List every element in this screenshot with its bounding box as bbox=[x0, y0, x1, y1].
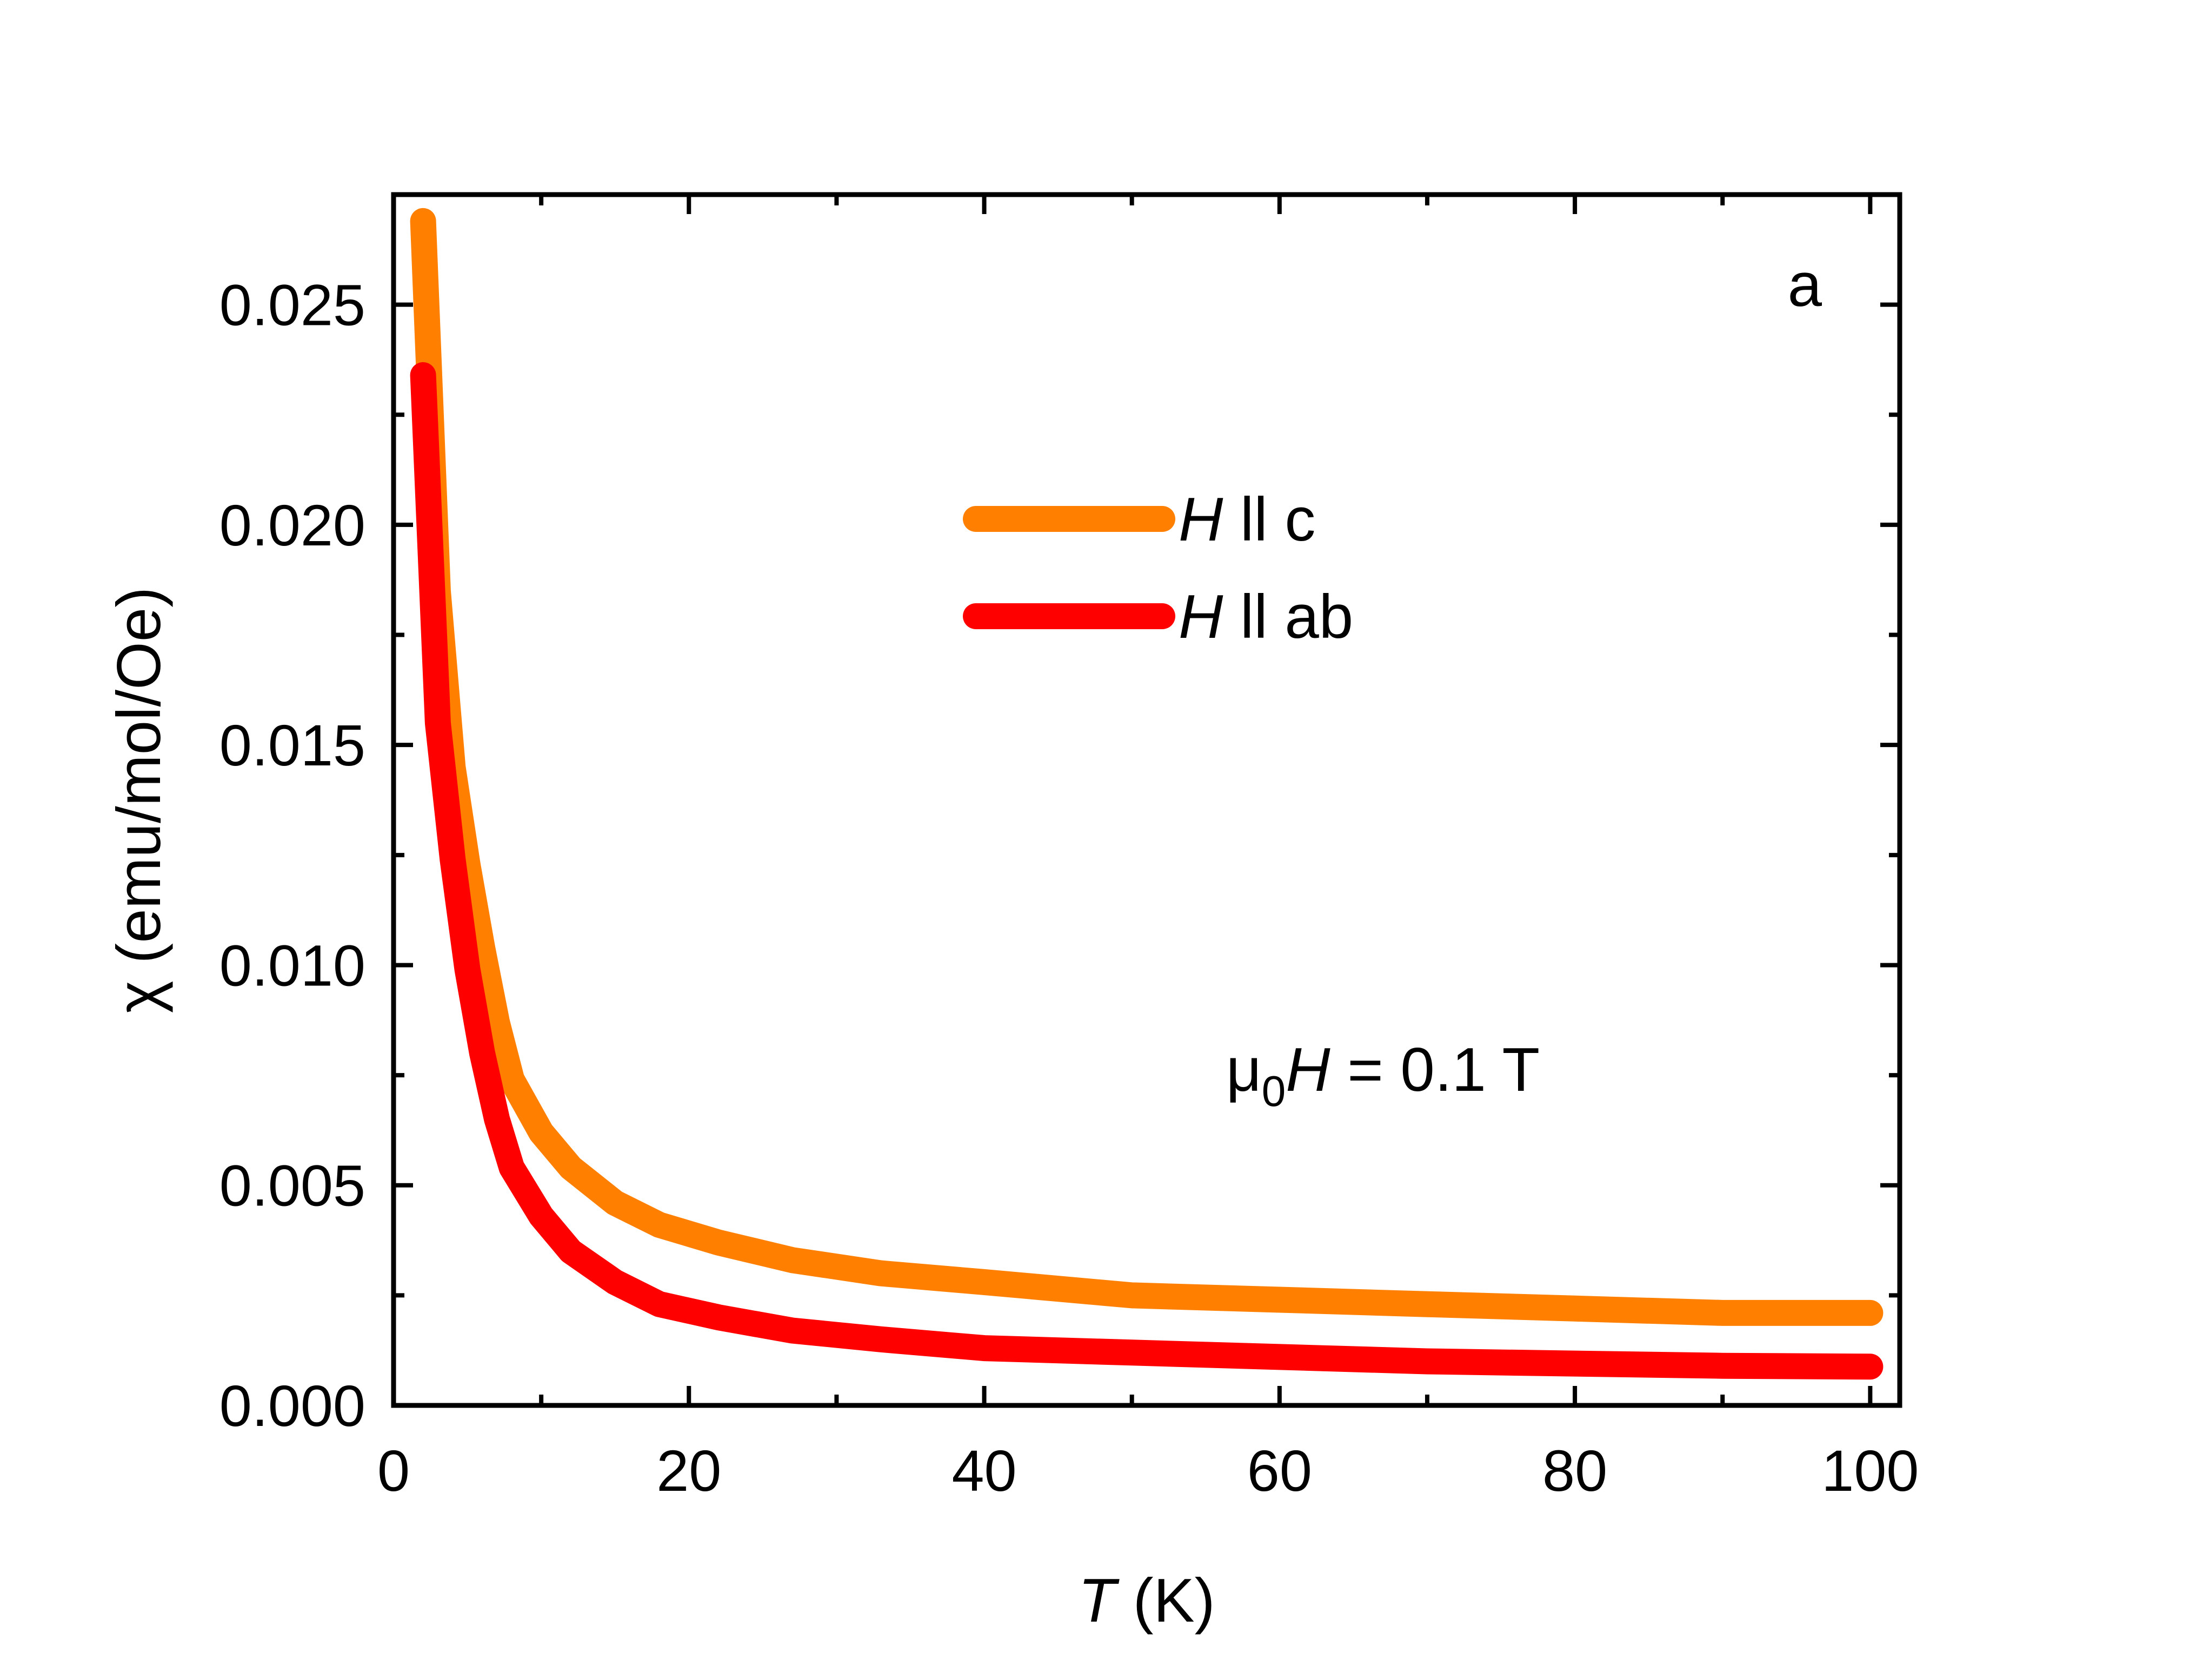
x-tick-labels: 0 20 40 60 80 100 bbox=[377, 1438, 1919, 1503]
legend-label-ab-symbol: H bbox=[1179, 583, 1223, 651]
y-tick-label: 0.020 bbox=[219, 492, 365, 558]
series-line-c bbox=[410, 208, 1884, 1326]
x-axis-title: T (K) bbox=[1078, 1566, 1215, 1635]
x-axis-unit: (K) bbox=[1116, 1566, 1215, 1635]
y-tick-label: 0.025 bbox=[219, 272, 365, 338]
legend-label-c: H ll c bbox=[1179, 485, 1315, 554]
legend-label-ab: H ll ab bbox=[1179, 583, 1353, 651]
x-tick-label: 0 bbox=[377, 1438, 410, 1503]
series-line-ab bbox=[410, 362, 1884, 1380]
y-tick-label: 0.000 bbox=[219, 1373, 365, 1438]
x-axis-symbol: T bbox=[1078, 1566, 1120, 1635]
legend-label-c-symbol: H bbox=[1179, 485, 1223, 554]
field-annotation-suffix: = 0.1 T bbox=[1330, 1036, 1540, 1104]
y-tick-label: 0.010 bbox=[219, 932, 365, 998]
legend: H ll c H ll ab bbox=[963, 485, 1353, 651]
y-tick-label: 0.015 bbox=[219, 712, 365, 778]
plot-frame bbox=[391, 192, 1902, 1408]
x-tick-label: 80 bbox=[1542, 1438, 1607, 1503]
field-annotation: μ0H = 0.1 T bbox=[1226, 1036, 1540, 1115]
field-annotation-prefix: μ bbox=[1226, 1036, 1262, 1104]
x-tick-label: 60 bbox=[1247, 1438, 1312, 1503]
legend-label-ab-text: ll ab bbox=[1223, 583, 1353, 651]
y-tick-labels: 0.000 0.005 0.010 0.015 0.020 0.025 bbox=[219, 272, 365, 1438]
series-layer bbox=[410, 208, 1884, 1380]
x-tick-label: 20 bbox=[656, 1438, 721, 1503]
x-tick-label: 100 bbox=[1821, 1438, 1919, 1503]
field-annotation-subscript: 0 bbox=[1262, 1067, 1286, 1115]
y-tick-label: 0.005 bbox=[219, 1153, 365, 1218]
panel-label: a bbox=[1788, 251, 1822, 319]
x-tick-label: 40 bbox=[951, 1438, 1016, 1503]
legend-label-c-text: ll c bbox=[1223, 485, 1315, 554]
field-annotation-symbol: H bbox=[1286, 1036, 1330, 1104]
y-axis-title: χ (emu/mol/Oe) bbox=[105, 587, 174, 1013]
